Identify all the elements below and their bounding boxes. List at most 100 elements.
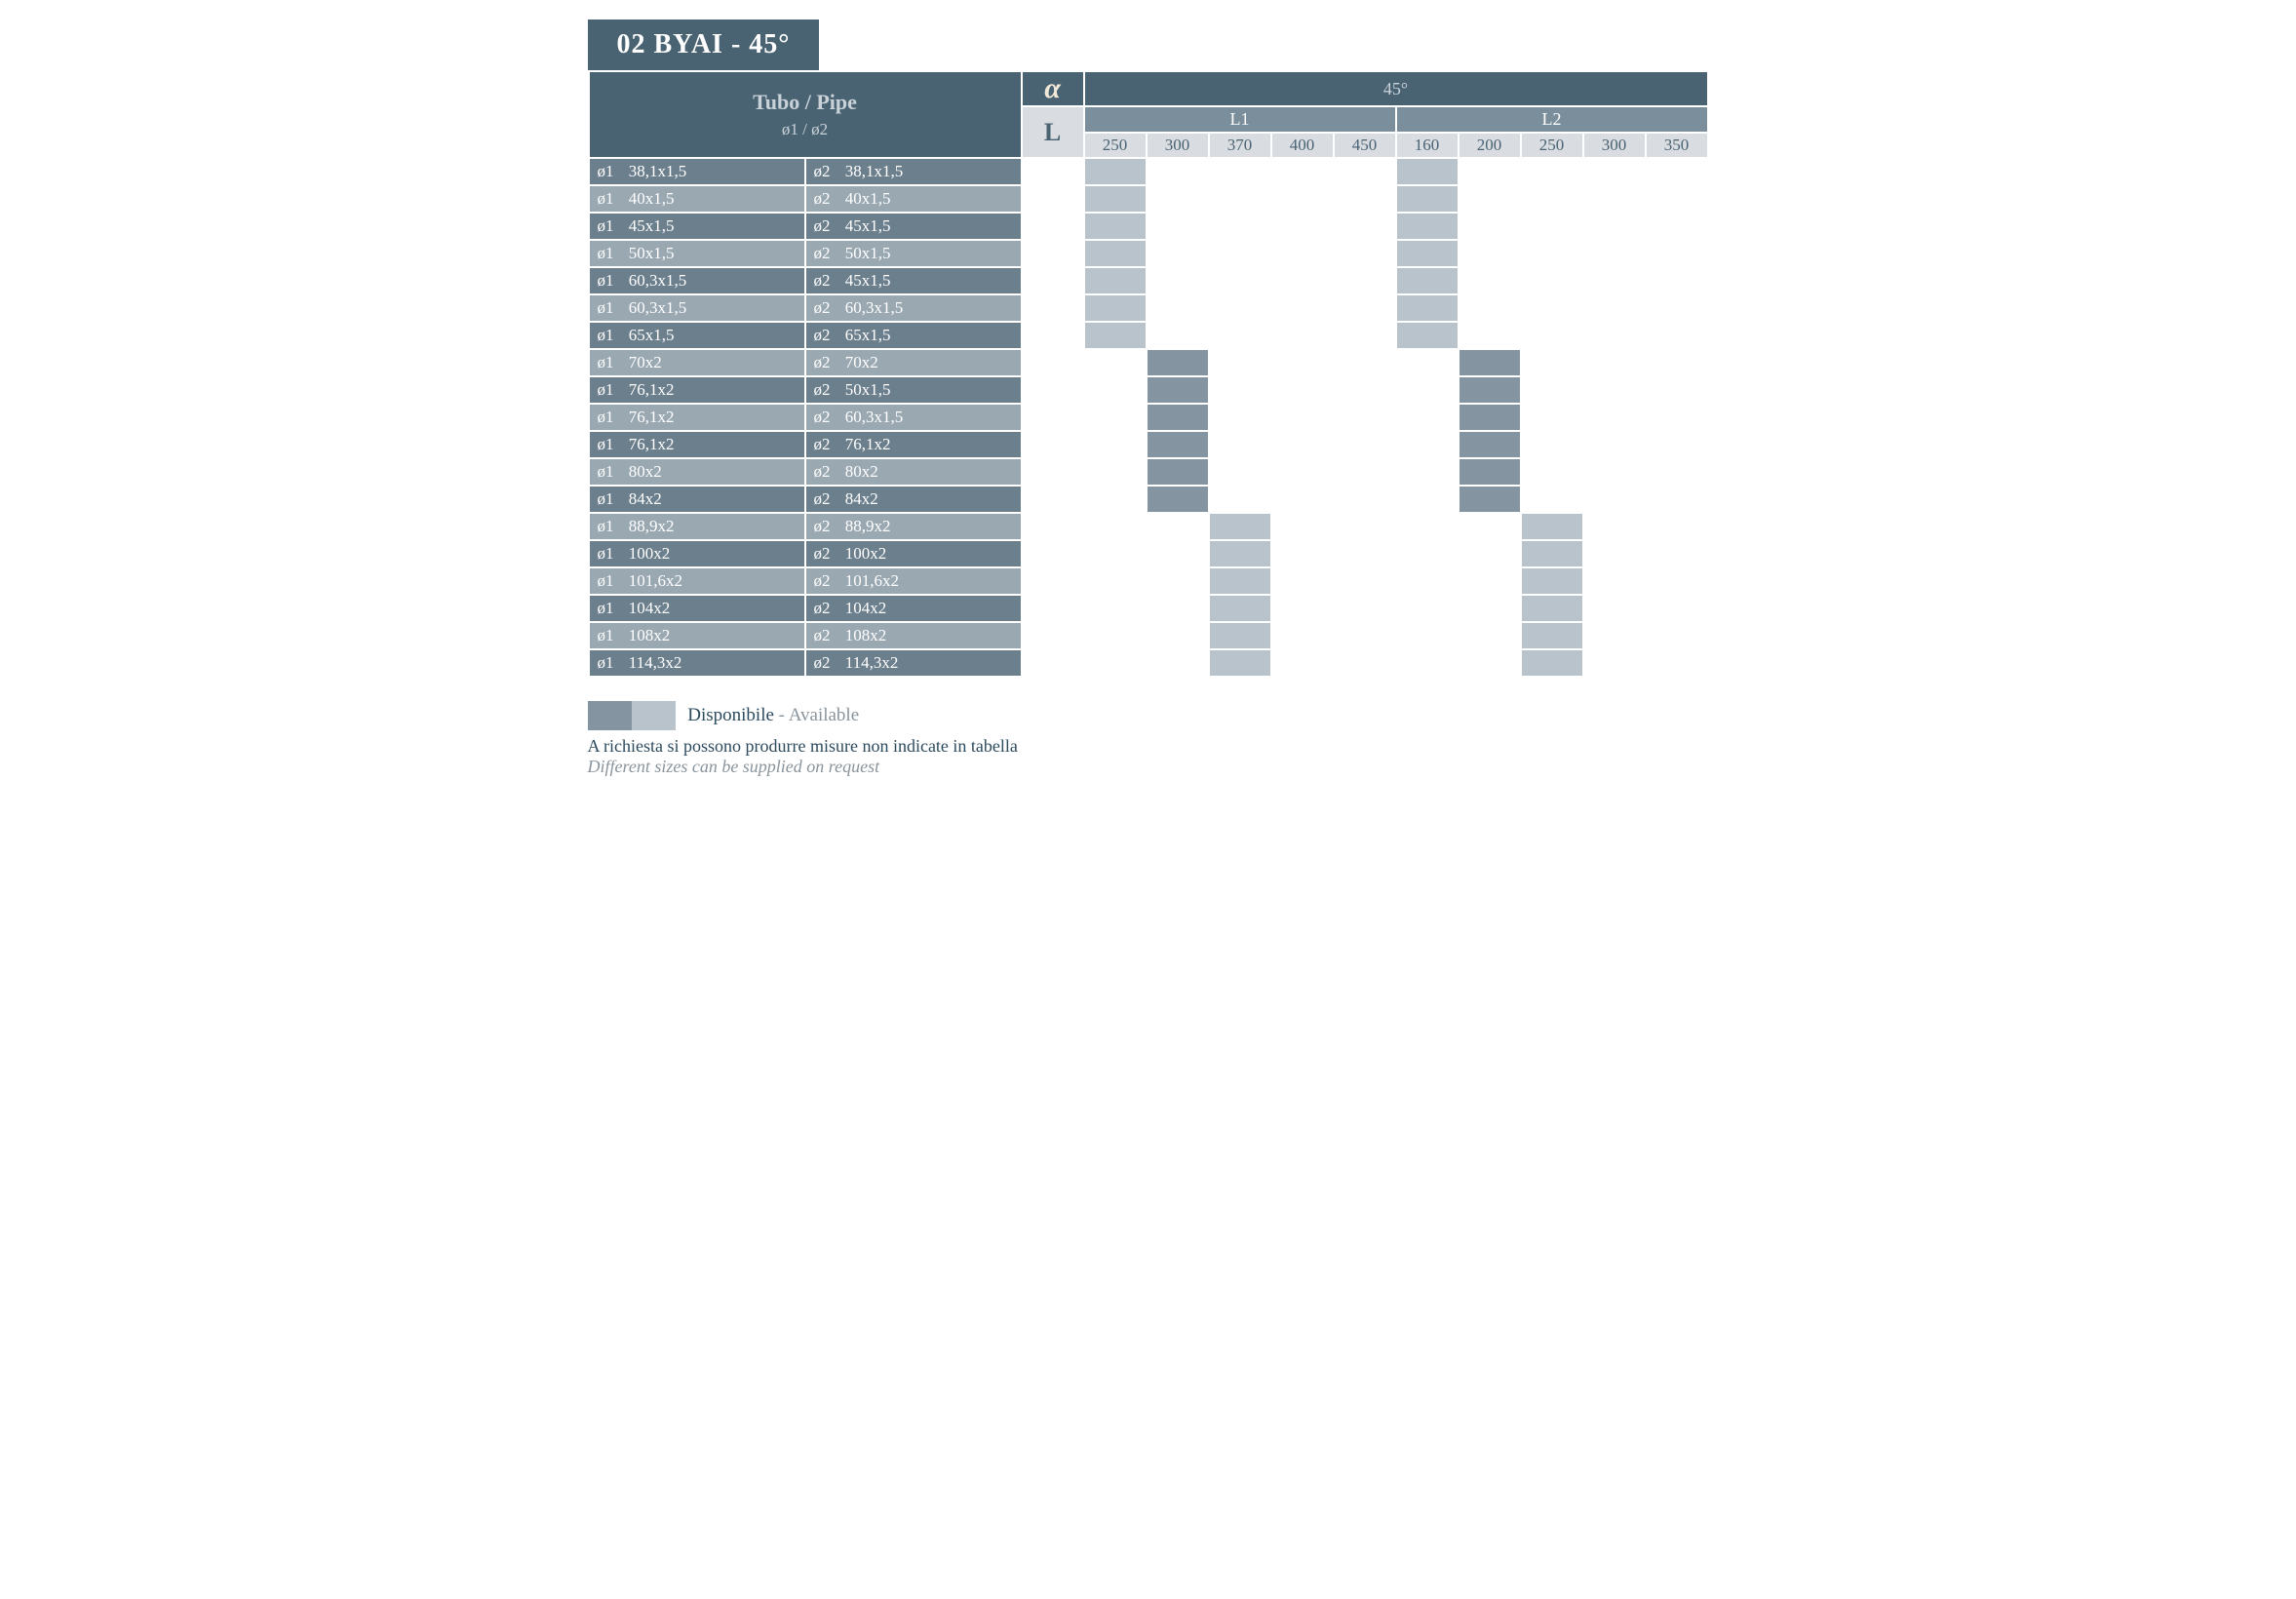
- availability-cell: [1459, 405, 1520, 430]
- availability-cell: [1459, 568, 1520, 594]
- table-row: ø1 104x2ø2 104x2: [590, 596, 1707, 621]
- availability-cell: [1085, 295, 1146, 321]
- availability-cell: [1210, 241, 1270, 266]
- availability-cell: [1522, 159, 1582, 184]
- row-o2-label: ø2 101,6x2: [806, 568, 1021, 594]
- availability-cell: [1459, 487, 1520, 512]
- row-o2-label: ø2 114,3x2: [806, 650, 1021, 676]
- availability-cell: [1085, 377, 1146, 403]
- availability-cell: [1647, 268, 1707, 293]
- availability-cell: [1335, 214, 1395, 239]
- availability-cell: [1335, 541, 1395, 566]
- availability-cell: [1210, 268, 1270, 293]
- row-o2-label: ø2 88,9x2: [806, 514, 1021, 539]
- table-row: ø1 88,9x2ø2 88,9x2: [590, 514, 1707, 539]
- availability-cell: [1148, 432, 1208, 457]
- availability-cell: [1148, 214, 1208, 239]
- availability-cell: [1647, 405, 1707, 430]
- availability-cell: [1459, 541, 1520, 566]
- availability-cell: [1584, 541, 1645, 566]
- availability-cell: [1522, 405, 1582, 430]
- legend-swatch-dark: [588, 701, 632, 730]
- availability-cell: [1522, 623, 1582, 648]
- availability-cell: [1522, 568, 1582, 594]
- availability-cell: [1584, 459, 1645, 485]
- availability-cell: [1210, 623, 1270, 648]
- availability-cell: [1459, 295, 1520, 321]
- header-L2: L2: [1397, 107, 1707, 132]
- availability-cell: [1459, 432, 1520, 457]
- availability-cell: [1459, 596, 1520, 621]
- availability-cell: [1397, 541, 1458, 566]
- availability-cell: [1397, 568, 1458, 594]
- availability-cell: [1647, 214, 1707, 239]
- availability-cell: [1148, 514, 1208, 539]
- row-o2-label: ø2 38,1x1,5: [806, 159, 1021, 184]
- cell-L-spacer: [1023, 432, 1083, 457]
- row-o2-label: ø2 50x1,5: [806, 377, 1021, 403]
- row-o2-label: ø2 100x2: [806, 541, 1021, 566]
- header-size-7: 250: [1522, 134, 1582, 157]
- table-row: ø1 84x2ø2 84x2: [590, 487, 1707, 512]
- availability-cell: [1459, 514, 1520, 539]
- availability-cell: [1210, 514, 1270, 539]
- availability-cell: [1397, 186, 1458, 212]
- availability-cell: [1522, 214, 1582, 239]
- row-o2-label: ø2 84x2: [806, 487, 1021, 512]
- availability-cell: [1085, 514, 1146, 539]
- availability-cell: [1148, 459, 1208, 485]
- table-row: ø1 108x2ø2 108x2: [590, 623, 1707, 648]
- footnote-en: Different sizes can be supplied on reque…: [588, 757, 1709, 777]
- availability-cell: [1272, 159, 1333, 184]
- availability-cell: [1148, 159, 1208, 184]
- row-o1-label: ø1 76,1x2: [590, 377, 804, 403]
- availability-cell: [1148, 295, 1208, 321]
- table-row: ø1 100x2ø2 100x2: [590, 541, 1707, 566]
- availability-cell: [1647, 323, 1707, 348]
- availability-cell: [1335, 241, 1395, 266]
- availability-cell: [1210, 568, 1270, 594]
- availability-cell: [1272, 459, 1333, 485]
- availability-cell: [1210, 214, 1270, 239]
- availability-cell: [1522, 186, 1582, 212]
- availability-cell: [1085, 568, 1146, 594]
- availability-cell: [1584, 568, 1645, 594]
- row-o2-label: ø2 108x2: [806, 623, 1021, 648]
- availability-cell: [1210, 405, 1270, 430]
- availability-cell: [1148, 405, 1208, 430]
- availability-cell: [1210, 596, 1270, 621]
- row-o1-label: ø1 80x2: [590, 459, 804, 485]
- availability-cell: [1647, 377, 1707, 403]
- availability-cell: [1210, 487, 1270, 512]
- availability-cell: [1459, 186, 1520, 212]
- availability-cell: [1148, 323, 1208, 348]
- availability-cell: [1584, 650, 1645, 676]
- cell-L-spacer: [1023, 214, 1083, 239]
- cell-L-spacer: [1023, 268, 1083, 293]
- legend-available: - Available: [774, 705, 859, 725]
- availability-cell: [1272, 514, 1333, 539]
- availability-cell: [1522, 241, 1582, 266]
- availability-cell: [1335, 459, 1395, 485]
- header-pipe-main: Tubo / Pipe: [753, 90, 857, 114]
- row-o2-label: ø2 60,3x1,5: [806, 295, 1021, 321]
- availability-cell: [1272, 487, 1333, 512]
- header-pipe-sub: ø1 / ø2: [594, 120, 1017, 139]
- availability-cell: [1647, 295, 1707, 321]
- availability-cell: [1148, 350, 1208, 375]
- availability-cell: [1272, 214, 1333, 239]
- table-row: ø1 40x1,5ø2 40x1,5: [590, 186, 1707, 212]
- availability-cell: [1584, 186, 1645, 212]
- row-o1-label: ø1 88,9x2: [590, 514, 804, 539]
- row-o1-label: ø1 76,1x2: [590, 405, 804, 430]
- row-o2-label: ø2 45x1,5: [806, 214, 1021, 239]
- cell-L-spacer: [1023, 514, 1083, 539]
- row-o1-label: ø1 50x1,5: [590, 241, 804, 266]
- header-size-1: 300: [1148, 134, 1208, 157]
- header-L1: L1: [1085, 107, 1395, 132]
- availability-cell: [1397, 623, 1458, 648]
- availability-cell: [1584, 295, 1645, 321]
- availability-cell: [1210, 159, 1270, 184]
- row-o1-label: ø1 65x1,5: [590, 323, 804, 348]
- availability-cell: [1272, 596, 1333, 621]
